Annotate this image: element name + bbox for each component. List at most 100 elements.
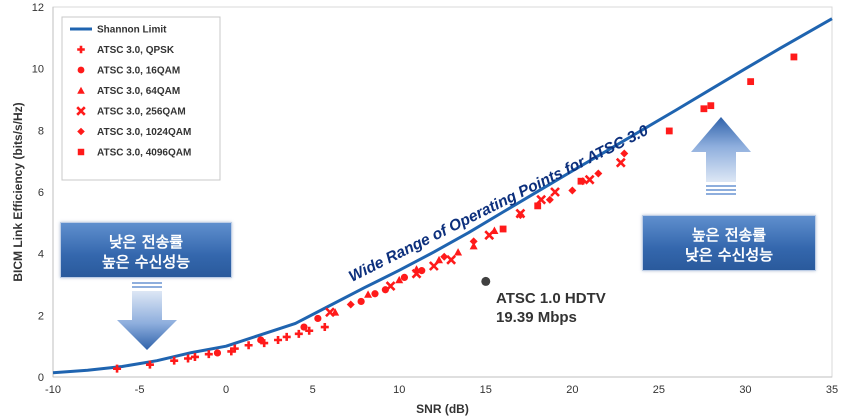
legend-entry-label: ATSC 3.0, QPSK [97,45,175,56]
x-marker [536,194,547,205]
x-tick-label: 0 [223,384,229,396]
x-tick-label: 15 [480,384,492,396]
triangle-marker [77,86,85,94]
legend: Shannon Limit ATSC 3.0, QPSK ATSC 3.0, 16Q… [61,16,221,181]
x-marker [411,268,422,279]
circle-marker [314,314,322,323]
square-marker [665,127,673,135]
y-tick-label: 12 [32,2,44,14]
circle-marker [300,323,308,331]
legend-entry-label: ATSC 3.0, 4096QAM [97,148,191,159]
y-tick-label: 0 [38,372,44,384]
x-marker [484,230,495,241]
x-tick-label: -10 [45,384,61,396]
x-marker [584,174,595,185]
left-callout-line1: 낮은 전송률 [108,233,184,251]
left-callout-line2: 높은 수신성능 [101,253,191,271]
x-marker [550,187,560,197]
data-points-layer [113,53,798,373]
diamond-marker [469,237,478,246]
x-tick-label: 10 [393,384,405,396]
plus-marker [190,352,199,361]
diamond-marker [620,149,629,158]
curve-label: Wide Range of Operating Points for ATSC … [346,122,651,286]
atsc1-line2: 19.39 Mbps [496,309,577,326]
x-marker [76,106,86,116]
x-tick-label: 5 [310,384,316,396]
square-marker [499,225,507,233]
square-marker [707,102,715,110]
plus-marker [274,336,283,344]
right-callout-line1: 높은 전송률 [691,226,767,244]
x-marker [325,307,335,318]
square-marker [700,105,708,113]
circle-marker [213,349,222,357]
legend-entry-label: ATSC 3.0, 64QAM [97,86,180,97]
triangle-marker [395,275,404,284]
shannon-curve-layer [52,17,833,375]
y-axis-title: BICM Link Efficiency (bits/s/Hz) [11,102,25,281]
diamond-marker [516,211,525,220]
atsc1-point [481,276,491,286]
legend-entry-label: Shannon Limit [97,25,167,36]
legend-entry-label: ATSC 3.0, 256QAM [97,107,186,118]
square-marker [747,78,755,86]
circle-marker [371,290,379,298]
shannon-limit-line [52,17,833,375]
x-tick-label: 20 [566,384,578,396]
legend-entry-label: ATSC 3.0, 1024QAM [97,127,191,138]
plus-marker [184,354,193,363]
diamond-marker [440,252,449,261]
y-tick-label: 2 [38,310,44,322]
diamond-marker [77,127,85,136]
plus-marker [282,332,291,341]
x-tick-label: 35 [826,384,838,396]
plus-marker [77,45,85,54]
plus-marker [204,350,213,359]
x-tick-label: -5 [135,384,145,396]
plus-marker [305,326,314,335]
plus-marker [170,356,179,365]
circle-marker [77,66,85,74]
diamond-marker [346,300,355,309]
circle-marker [357,297,365,306]
y-tick-label: 4 [38,249,44,261]
plus-marker [294,329,303,338]
plus-marker [320,323,329,332]
x-marker [428,261,439,271]
square-marker [534,202,542,210]
y-tick-label: 10 [32,64,44,76]
y-tick-label: 8 [38,125,44,137]
low-rate-callout: 낮은 전송률 높은 수신성능 [60,222,232,278]
square-marker [577,177,585,185]
plus-marker [230,344,239,353]
arrows-layer [117,117,751,350]
square-marker [77,148,85,156]
x-marker [385,281,396,291]
triangle-marker [454,248,463,256]
x-axis-title: SNR (dB) [416,402,469,416]
right-callout-line2: 낮은 수신성능 [684,246,774,264]
plus-marker [113,364,122,373]
x-marker [615,157,626,168]
square-marker [790,53,798,61]
atsc1-annotation: ATSC 1.0 HDTV 19.39 Mbps [496,289,606,327]
legend-entry-label: ATSC 3.0, 16QAM [97,66,180,77]
circle-marker [400,273,409,282]
up-arrow [691,117,751,195]
axes: -10 -5 0 5 10 15 20 25 30 35 0 2 4 6 8 10 12 SNR (dB) BICM… [11,2,838,416]
diamond-marker [594,169,603,178]
triangle-marker [364,290,373,298]
circle-marker [257,336,265,344]
legend-box [61,16,221,181]
plus-marker [145,360,154,369]
triangle-marker [469,241,478,250]
x-tick-label: 30 [739,384,751,396]
diamond-marker [568,186,577,195]
high-rate-callout: 높은 전송률 낮은 수신성능 [642,215,816,271]
down-arrow [117,282,177,350]
atsc1-line1: ATSC 1.0 HDTV [496,290,606,307]
diamond-marker [545,195,554,204]
plus-marker [244,341,253,350]
